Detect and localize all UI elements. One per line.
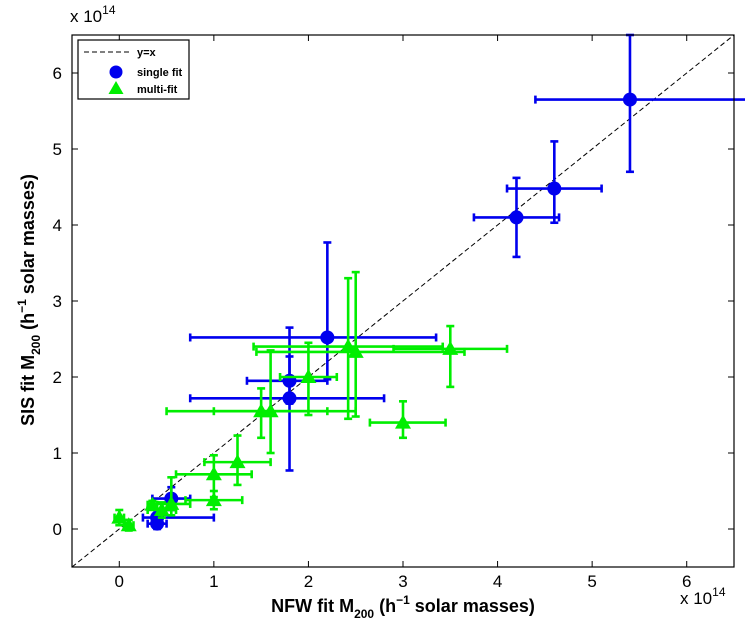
data-point-single-fit	[547, 181, 562, 196]
data-point-single-fit	[282, 391, 297, 406]
legend-label-multi-fit: multi-fit	[137, 84, 178, 96]
data-point-multi-fit	[253, 403, 270, 418]
data-point-multi-fit	[205, 466, 222, 481]
x-axis-label: NFW fit M200 (h−1 solar masses)	[271, 593, 535, 621]
y-tick-label: 1	[53, 444, 62, 463]
data-point-multi-fit	[347, 343, 364, 358]
y-tick-label: 6	[53, 64, 62, 83]
data-point-multi-fit	[111, 509, 128, 524]
legend-box	[77, 39, 190, 100]
x-tick-label: 4	[493, 572, 502, 591]
data-point-multi-fit	[442, 340, 459, 355]
series-single-fit	[141, 33, 745, 531]
data-point-multi-fit	[340, 338, 357, 353]
data-point-multi-fit	[205, 492, 222, 507]
x-exponent-label: x 1014	[680, 585, 726, 608]
y-tick-label: 2	[53, 368, 62, 387]
data-point-single-fit	[622, 92, 637, 107]
legend-label-yx: y=x	[137, 47, 157, 59]
data-point-multi-fit	[300, 369, 317, 383]
legend-marker-single-fit	[109, 65, 123, 79]
x-tick-label: 0	[115, 572, 124, 591]
x-tick-label: 1	[209, 572, 218, 591]
data-point-multi-fit	[153, 502, 170, 516]
y-exponent-power: 14	[102, 3, 116, 17]
data-point-multi-fit	[395, 414, 411, 429]
y-tick-label: 5	[53, 140, 62, 159]
x-tick-label: 3	[398, 572, 407, 591]
chart-marks	[71, 33, 745, 568]
data-point-single-fit	[150, 516, 165, 531]
axis-ticks: 0 1 2 3 4 5 6 0 1 2 3 4 5 6	[53, 35, 734, 591]
x-tick-label: 2	[304, 572, 313, 591]
series-multi-fit	[111, 270, 509, 532]
data-point-single-fit	[509, 210, 524, 225]
legend: y=x single fit multi-fit	[77, 39, 190, 100]
y-tick-label: 4	[53, 216, 62, 235]
y-axis-label: SIS fit M200 (h−1 solar masses)	[15, 174, 43, 426]
y-exponent-label: x 1014	[70, 3, 116, 26]
y-tick-label: 0	[53, 520, 62, 539]
x-tick-label: 6	[682, 572, 691, 591]
legend-marker-multi-fit	[108, 81, 124, 94]
data-point-multi-fit	[229, 454, 246, 469]
x-tick-label: 5	[587, 572, 596, 591]
legend-label-single-fit: single fit	[137, 67, 183, 79]
data-point-multi-fit	[120, 517, 137, 532]
y-tick-label: 3	[53, 292, 62, 311]
x-exponent-power: 14	[712, 585, 726, 599]
reference-line-y-equals-x	[71, 34, 735, 568]
data-point-single-fit	[320, 330, 335, 345]
